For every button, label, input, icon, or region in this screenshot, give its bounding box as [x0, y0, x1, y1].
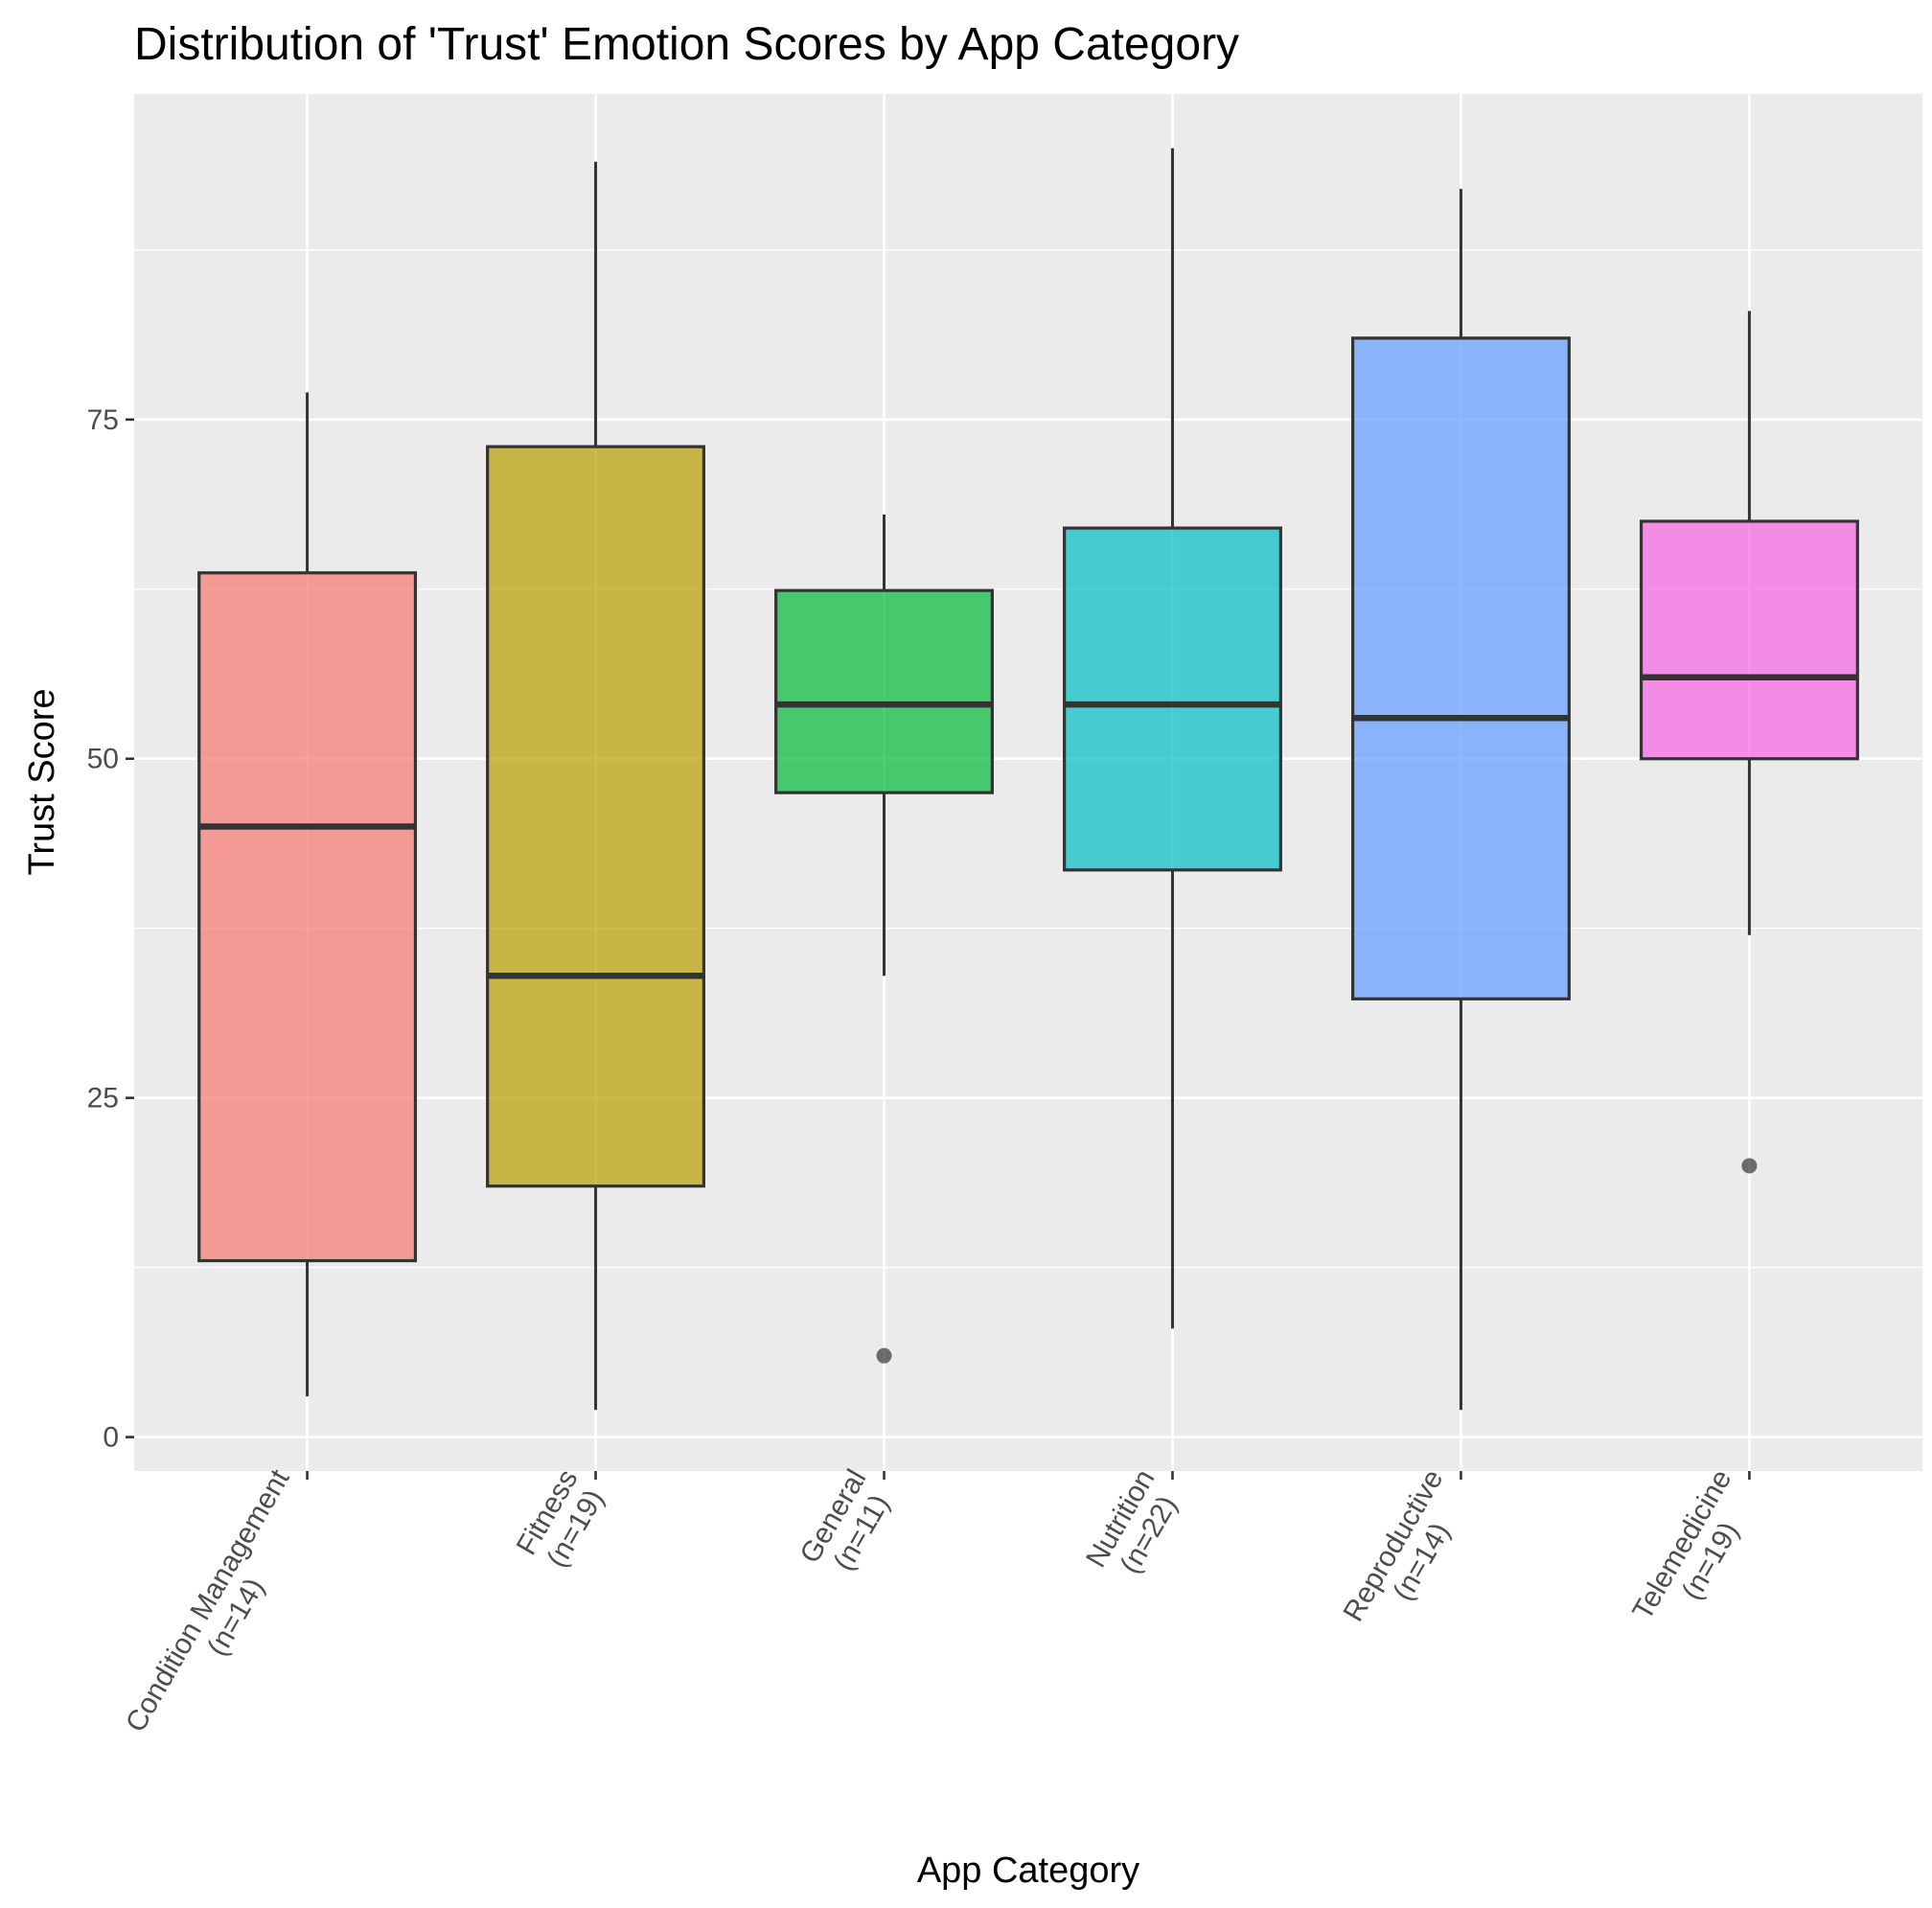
- box-condition-management: [197, 392, 418, 1397]
- plot-panel: [134, 94, 1922, 1471]
- outlier-point: [876, 1347, 892, 1364]
- x-tick-label: General(n=11): [794, 1464, 901, 1585]
- outlier-point: [1741, 1158, 1758, 1174]
- x-tick-label: Nutrition(n=22): [1080, 1464, 1189, 1589]
- x-tick-label: Fitness(n=19): [511, 1464, 612, 1576]
- box-nutrition: [1063, 148, 1282, 1329]
- iqr-box: [1350, 336, 1571, 1000]
- y-tick-label: 50: [87, 744, 119, 775]
- iqr-box: [486, 445, 706, 1188]
- x-axis: Condition Management(n=14) Fitness(n=19) G…: [120, 1463, 1766, 1754]
- box-fitness: [486, 161, 706, 1411]
- box-reproductive: [1350, 189, 1571, 1411]
- chart-title: Distribution of 'Trust' Emotion Scores b…: [134, 19, 1239, 70]
- y-axis: 0 25 50 75: [87, 404, 134, 1454]
- x-tick-label: Reproductive(n=14): [1338, 1464, 1478, 1644]
- boxes: [197, 148, 1859, 1411]
- y-axis-title: Trust Score: [22, 689, 62, 876]
- iqr-box: [1639, 519, 1859, 761]
- iqr-box: [197, 571, 418, 1263]
- y-tick-label: 25: [87, 1083, 119, 1115]
- x-tick-category: Condition Management: [120, 1463, 296, 1737]
- box-telemedicine: [1639, 310, 1859, 1174]
- iqr-box: [1063, 526, 1282, 872]
- x-axis-title: App Category: [917, 1851, 1139, 1891]
- y-tick-label: 0: [103, 1422, 119, 1454]
- box-general: [774, 514, 994, 1364]
- x-tick-label: Condition Management(n=14): [120, 1463, 324, 1754]
- x-tick-label: Telemedicine(n=19): [1626, 1464, 1766, 1642]
- y-tick-label: 75: [87, 404, 119, 436]
- grid-minor: [134, 249, 1922, 1269]
- iqr-box: [774, 588, 994, 794]
